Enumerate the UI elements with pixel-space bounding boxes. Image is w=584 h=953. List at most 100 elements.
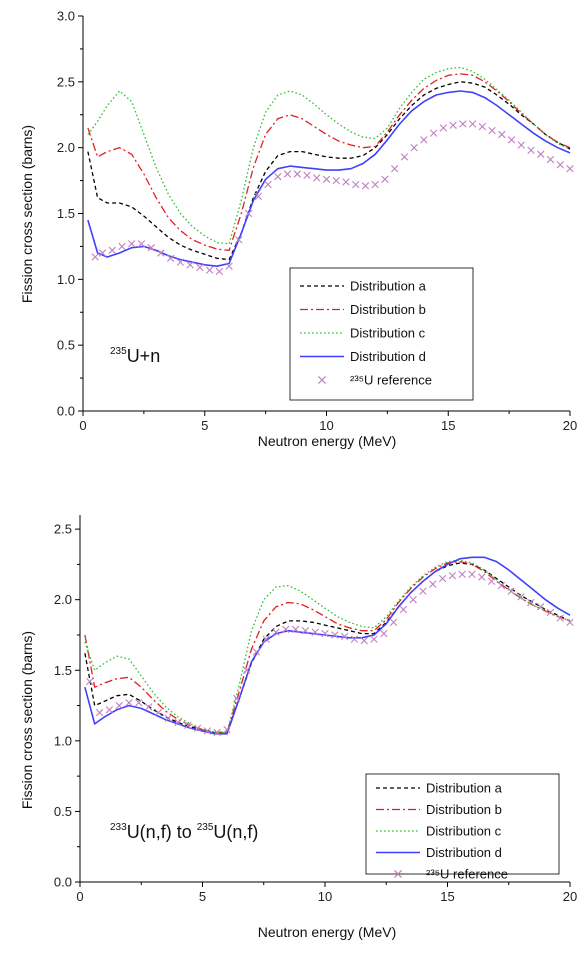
top-series-u-reference-marker bbox=[264, 180, 272, 189]
bottom-series-u-reference-marker bbox=[252, 648, 261, 656]
bottom-series-u-reference-marker bbox=[203, 727, 212, 735]
bottom-series-distribution-c-line bbox=[84, 559, 571, 734]
top-series-u-reference-marker bbox=[98, 249, 107, 257]
top-series-u-reference-marker bbox=[507, 136, 516, 144]
top-series-u-reference-marker bbox=[205, 266, 214, 274]
top-series-u-reference-marker bbox=[429, 129, 438, 137]
bottom-series-distribution-d-line bbox=[84, 556, 571, 735]
top-series-u-reference-marker bbox=[478, 122, 487, 131]
top-series bbox=[87, 66, 574, 276]
top-legend-entry-4-swatch bbox=[317, 375, 327, 385]
top-series-u-reference-marker bbox=[566, 165, 574, 173]
top-legend-entry-1-label: Distribution b bbox=[350, 302, 426, 317]
bottom-series-u-reference-marker bbox=[360, 636, 368, 645]
bottom-series-u-reference-marker bbox=[282, 625, 290, 634]
top-series-distribution-d-line bbox=[87, 90, 571, 267]
bottom-series-u-reference-marker bbox=[154, 708, 163, 717]
bottom-series-distribution-b-line bbox=[84, 560, 571, 734]
bottom-series-u-reference-marker bbox=[115, 701, 123, 710]
top-series-u-reference bbox=[91, 120, 574, 276]
top-x-tick-label: 0 bbox=[79, 418, 86, 433]
bottom-series-u-reference-marker bbox=[527, 598, 535, 607]
bottom-annotation: 233U(n,f) to 235U(n,f) bbox=[110, 822, 258, 842]
bottom-series-u-reference-marker bbox=[478, 573, 486, 581]
top-series-distribution-b-line bbox=[87, 73, 571, 252]
top-series-u-reference-marker bbox=[254, 192, 263, 201]
top-series-u-reference-marker bbox=[537, 150, 545, 158]
top-series-u-reference-marker bbox=[225, 262, 233, 270]
bottom-series-u-reference-marker bbox=[556, 614, 564, 622]
top-series-distribution-a-line bbox=[87, 81, 571, 261]
top-series-u-reference-marker bbox=[352, 180, 360, 189]
top-annotation-text: U+n bbox=[127, 346, 161, 366]
bottom-y-tick-label: 1.5 bbox=[54, 663, 72, 678]
top-series-u-reference-marker bbox=[439, 124, 448, 132]
bottom-series-u-reference-marker bbox=[429, 580, 437, 588]
top-y-tick-label: 2.0 bbox=[57, 140, 75, 155]
top-y-tick-label: 2.5 bbox=[57, 74, 75, 89]
top-y-tick-label: 0.5 bbox=[57, 338, 75, 353]
bottom-series-u-reference-marker bbox=[144, 703, 153, 711]
top-annotation-sup: 235 bbox=[110, 346, 127, 357]
bottom-series-u-reference-marker bbox=[468, 570, 476, 578]
top-y-tick-label: 1.0 bbox=[57, 272, 75, 287]
top-series-u-reference-marker bbox=[459, 120, 467, 128]
bottom-series-u-reference-marker bbox=[242, 666, 251, 674]
top-series-u-reference-marker bbox=[342, 178, 350, 186]
bottom-series-u-reference-marker bbox=[536, 603, 545, 611]
bottom-series-u-reference-marker bbox=[566, 618, 574, 626]
bottom-annotation-sup2: 235 bbox=[197, 822, 214, 833]
top-series-u-reference-marker bbox=[420, 136, 428, 144]
bottom-legend-entry-1-label: Distribution b bbox=[426, 802, 502, 817]
top-series-u-reference-marker bbox=[196, 263, 204, 272]
bottom-legend: Distribution a Distribution b Distribution… bbox=[365, 773, 560, 882]
bottom-series-u-reference-marker bbox=[409, 596, 417, 604]
bottom-series-u-reference-marker bbox=[497, 581, 506, 590]
top-legend-entry-0-label: Distribution a bbox=[350, 279, 427, 294]
top-series-u-reference-marker bbox=[322, 175, 331, 183]
bottom-series bbox=[84, 556, 574, 737]
top-series-u-reference-marker bbox=[147, 244, 155, 252]
bottom-series-u-reference-marker bbox=[321, 629, 329, 638]
bottom-series-u-reference-marker bbox=[331, 631, 339, 639]
bottom-series-u-reference-marker bbox=[184, 721, 192, 730]
top-legend: Distribution a Distribution b Distribution… bbox=[289, 267, 474, 401]
top-series-u-reference-marker bbox=[303, 171, 311, 180]
bottom-series-u-reference-marker bbox=[487, 577, 496, 586]
top-series-u-reference-marker bbox=[137, 240, 146, 248]
top-series-u-reference-marker bbox=[468, 120, 477, 128]
top-series-u-reference-marker bbox=[498, 130, 506, 139]
top-y-tick-label: 1.5 bbox=[57, 206, 75, 221]
bottom-series-u-reference-marker bbox=[507, 587, 515, 595]
bottom-x-tick-label: 5 bbox=[199, 889, 206, 904]
bottom-series-u-reference-marker bbox=[340, 632, 349, 641]
bottom-series-u-reference-marker bbox=[448, 572, 457, 580]
bottom-series-u-reference-marker bbox=[95, 708, 104, 717]
bottom-series-u-reference-marker bbox=[193, 724, 202, 732]
bottom-series-u-reference-marker bbox=[164, 714, 172, 722]
top-series-u-reference-marker bbox=[390, 165, 399, 173]
top-x-tick-label: 15 bbox=[441, 418, 455, 433]
chart-top: 0 5 10 15 20 0.0 0.5 1.0 1.5 2.0 2.5 3.0 Neutron en… bbox=[19, 9, 577, 450]
top-series-u-reference-marker bbox=[332, 176, 340, 185]
bottom-annotation-sup1: 233 bbox=[110, 822, 127, 833]
bottom-series-u-reference-marker bbox=[380, 629, 388, 638]
bottom-series-u-reference-marker bbox=[419, 587, 427, 595]
bottom-y-tick-label: 0.5 bbox=[54, 804, 72, 819]
top-series-u-reference-marker bbox=[186, 261, 194, 269]
bottom-x-tick-label: 0 bbox=[76, 889, 83, 904]
top-legend-entry-3-label: Distribution d bbox=[350, 349, 426, 364]
top-series-u-reference-marker bbox=[157, 249, 165, 257]
bottom-series-u-reference-marker bbox=[389, 618, 398, 626]
top-series-u-reference-marker bbox=[166, 254, 175, 262]
top-series-u-reference-marker bbox=[108, 246, 116, 255]
bottom-series-u-reference-marker bbox=[438, 574, 447, 583]
top-x-tick-label: 10 bbox=[319, 418, 333, 433]
bottom-legend-entry-2-label: Distribution c bbox=[426, 824, 502, 839]
bottom-series-u-reference-marker bbox=[223, 725, 231, 734]
top-series-u-reference-marker bbox=[371, 180, 379, 189]
bottom-series-u-reference-marker bbox=[311, 628, 319, 636]
top-legend-entry-4-label: ²³⁵U reference bbox=[350, 373, 432, 388]
top-series-u-reference-marker bbox=[235, 236, 243, 244]
